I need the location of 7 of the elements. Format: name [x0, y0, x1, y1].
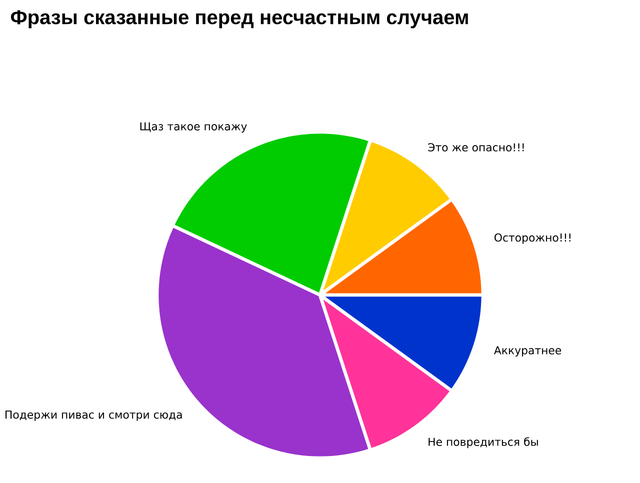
slice-label: Аккуратнее	[494, 346, 562, 357]
chart-title: Фразы сказанные перед несчастным случаем	[10, 10, 468, 28]
slice-label: Не повредиться бы	[428, 437, 538, 448]
slice-label: Осторожно!!!	[494, 233, 570, 244]
slice-label: Щаз такое покажу	[140, 122, 247, 133]
slice-label: Это же опасно!!!	[428, 143, 524, 152]
slice-label: Подержи пивас и смотри сюда	[6, 410, 182, 421]
